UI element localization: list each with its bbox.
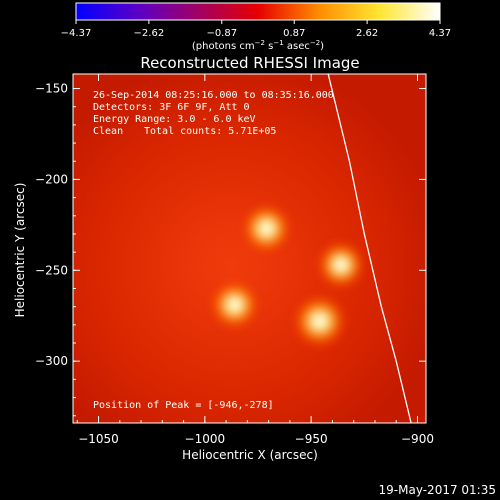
sources-layer	[209, 202, 367, 350]
y-axis-label: Heliocentric Y (arcsec)	[13, 183, 27, 318]
x-axis-ticks: −1050 −1000 −950 −900	[76, 74, 434, 446]
chart-title: Reconstructed RHESSI Image	[140, 54, 359, 72]
x-tick-label: −1000	[185, 432, 226, 446]
x-tick-label: −1050	[78, 432, 119, 446]
x-axis-label: Heliocentric X (arcsec)	[182, 448, 318, 462]
annotation-peak-position: Position of Peak = [-946,-278]	[93, 400, 274, 411]
colorbar-tick-label: 0.87	[283, 28, 305, 39]
colorbar-ticks: −4.37 −2.62 −0.87 0.87 2.62 4.37	[61, 20, 451, 39]
colorbar-unit-label: (photons cm−2 s−1 asec−2)	[192, 39, 324, 52]
colorbar-tick-label: 4.37	[429, 28, 451, 39]
annotation-block: 26-Sep-2014 08:25:16.000 to 08:35:16.000…	[93, 90, 334, 411]
flare-source	[209, 279, 261, 331]
annotation-detectors: Detectors: 3F 6F 9F, Att 0	[93, 102, 250, 113]
flare-source	[291, 293, 348, 350]
x-tick-label: −900	[401, 432, 434, 446]
annotation-energy-range: Energy Range: 3.0 - 6.0 keV	[93, 114, 256, 125]
colorbar-tick-label: −0.87	[206, 28, 237, 39]
x-tick-label: −950	[295, 432, 328, 446]
colorbar: −4.37 −2.62 −0.87 0.87 2.62 4.37 (photons cm−…	[61, 2, 451, 52]
y-axis-ticks: −150 −200 −250 −300	[35, 82, 426, 417]
annotation-total-counts: Total counts: 5.71E+05	[144, 126, 276, 137]
flare-source	[240, 202, 293, 255]
plot-area: −1050 −1000 −950 −900 −150 −200 −250 −300	[35, 73, 434, 446]
footer-timestamp: 19-May-2017 01:35	[379, 483, 496, 497]
colorbar-bar	[75, 2, 441, 21]
y-tick-label: −150	[35, 82, 68, 96]
annotation-algorithm: Clean	[93, 126, 123, 137]
colorbar-tick-label: −2.62	[134, 28, 165, 39]
y-tick-label: −300	[35, 354, 68, 368]
solar-limb-line	[327, 74, 412, 423]
annotation-time-range: 26-Sep-2014 08:25:16.000 to 08:35:16.000	[93, 90, 334, 101]
flare-source	[315, 239, 367, 290]
colorbar-tick-label: −4.37	[61, 28, 92, 39]
y-tick-label: −200	[35, 172, 68, 186]
y-tick-label: −250	[35, 263, 68, 277]
colorbar-tick-label: 2.62	[356, 28, 378, 39]
plot-frame	[72, 73, 427, 424]
